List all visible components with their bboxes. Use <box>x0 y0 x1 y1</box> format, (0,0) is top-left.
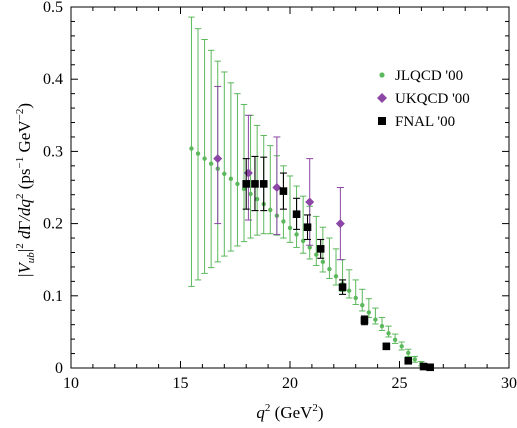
jlqcd-point <box>314 252 319 257</box>
jlqcd-point <box>287 225 293 231</box>
axes: 10 15 20 25 30 0 0.1 0.2 0.3 0.4 0.5 <box>43 0 517 392</box>
fnal-point <box>419 362 428 371</box>
legend-marker <box>377 93 387 103</box>
fnal-point <box>303 223 312 232</box>
jlqcd-error-bar <box>299 195 307 254</box>
jlqcd-point <box>320 259 326 265</box>
jlqcd-point <box>353 295 358 301</box>
x-tick-label: 25 <box>392 375 408 392</box>
x-tick-label: 10 <box>63 375 79 392</box>
jlqcd-point <box>189 146 194 151</box>
fnal-point <box>259 180 268 188</box>
jlqcd-point <box>248 191 253 197</box>
fnal-point <box>338 283 347 291</box>
ukqcd-point <box>243 168 253 178</box>
ukqcd-point <box>213 154 223 164</box>
jlqcd-error-bar <box>188 16 195 287</box>
x-tick-label: 15 <box>173 375 189 392</box>
fnal-point <box>242 180 250 188</box>
jlqcd-point <box>392 337 398 343</box>
fnal-point <box>251 180 259 188</box>
ukqcd-point <box>335 219 345 229</box>
fnal-point <box>426 363 434 372</box>
y-tick-label: 0.3 <box>43 143 63 160</box>
y-tick-label: 0.2 <box>43 216 63 233</box>
jlqcd-point <box>222 171 227 176</box>
ukqcd-point <box>305 197 315 207</box>
jlqcd-point <box>281 219 286 224</box>
fnal-point <box>360 316 369 325</box>
jlqcd-point <box>360 302 365 308</box>
jlqcd-error-bar <box>313 215 320 266</box>
jlqcd-point <box>366 310 372 315</box>
legend-label: JLQCD '00 <box>395 68 463 84</box>
jlqcd-point <box>268 207 273 213</box>
fnal-point <box>292 210 301 219</box>
jlqcd-point <box>208 161 214 166</box>
y-tick-label: 0.5 <box>43 0 63 16</box>
jlqcd-error-bar <box>326 237 333 279</box>
plot-elements <box>188 16 434 372</box>
jlqcd-point <box>235 181 240 187</box>
fnal-point <box>316 245 325 253</box>
jlqcd-point <box>202 156 207 161</box>
legend-label: UKQCD '00 <box>395 91 470 107</box>
jlqcd-error-bar <box>221 71 228 257</box>
jlqcd-error-bar <box>207 49 215 269</box>
jlqcd-point <box>307 245 312 250</box>
y-axis-label: |Vub|2 dΓ/dq2 (ps−1 GeV−2) <box>14 103 37 277</box>
jlqcd-point <box>327 266 332 272</box>
jlqcd-error-bar <box>345 269 353 299</box>
legend: JLQCD '00 UKQCD '00 FNAL '00 <box>377 68 470 130</box>
jlqcd-error-bar <box>267 145 274 235</box>
jlqcd-point <box>294 232 299 237</box>
jlqcd-error-bar <box>365 298 373 318</box>
y-tick-label: 0 <box>55 360 63 377</box>
y-tick-label: 0.1 <box>43 288 63 305</box>
legend-marker <box>378 117 386 125</box>
x-tick-label: 30 <box>501 375 517 392</box>
jlqcd-point <box>254 196 260 202</box>
jlqcd-error-bar <box>286 175 294 243</box>
jlqcd-point <box>241 186 247 192</box>
ukqcd-error-bar <box>244 114 252 221</box>
jlqcd-point <box>333 274 339 279</box>
jlqcd-point <box>228 176 234 182</box>
jlqcd-point <box>406 350 411 356</box>
jlqcd-point <box>379 323 385 329</box>
jlqcd-error-bar <box>359 288 366 312</box>
legend-label: FNAL '00 <box>395 114 455 130</box>
ukqcd-point <box>272 183 282 192</box>
fnal-point <box>404 356 413 365</box>
legend-marker <box>379 72 385 78</box>
jlqcd-point <box>399 344 404 349</box>
jlqcd-point <box>346 288 352 293</box>
x-tick-label: 20 <box>282 375 298 392</box>
jlqcd-error-bar <box>332 248 340 286</box>
jlqcd-point <box>412 357 418 362</box>
x-axis-label: q2 (GeV2) <box>256 402 323 422</box>
fnal-point <box>279 187 288 195</box>
jlqcd-point <box>386 331 391 336</box>
y-tick-label: 0.4 <box>43 71 63 88</box>
jlqcd-error-bar <box>234 93 241 247</box>
jlqcd-error-bar <box>227 82 235 252</box>
jlqcd-point <box>195 151 201 156</box>
jlqcd-error-bar <box>352 279 359 305</box>
jlqcd-point <box>373 317 378 322</box>
fnal-point <box>382 342 391 351</box>
